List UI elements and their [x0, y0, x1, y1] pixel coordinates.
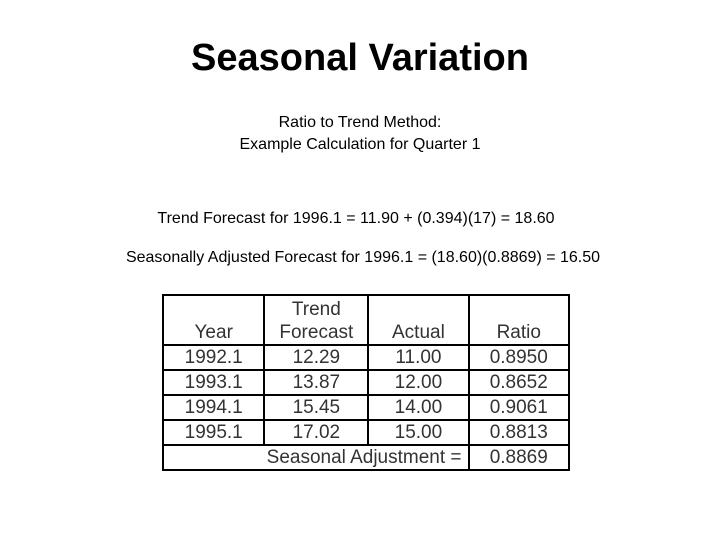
- cell-year: 1992.1: [161, 344, 266, 371]
- cell-actual: 14.00: [367, 394, 470, 421]
- cell-trend: 15.45: [263, 394, 370, 421]
- table-header-row: Year Trend Forecast Actual Ratio: [161, 294, 571, 346]
- cell-actual: 15.00: [367, 419, 470, 446]
- header-year: Year: [161, 294, 266, 346]
- subtitle-line-1: Ratio to Trend Method:: [278, 114, 442, 131]
- seasonally-adjusted-formula: Seasonally Adjusted Forecast for 1996.1 …: [125, 249, 601, 266]
- seasonal-adjustment-value: 0.8869: [467, 444, 571, 471]
- cell-ratio: 0.8652: [467, 369, 571, 396]
- table-row: 1993.1 13.87 12.00 0.8652: [161, 369, 571, 396]
- header-actual: Actual: [367, 294, 470, 346]
- table-row: 1992.1 12.29 11.00 0.8950: [161, 344, 571, 371]
- cell-actual: 11.00: [367, 344, 470, 371]
- seasonal-ratio-table: Year Trend Forecast Actual Ratio 1992.1 …: [161, 294, 571, 471]
- cell-year: 1995.1: [161, 419, 266, 446]
- cell-year: 1994.1: [161, 394, 266, 421]
- header-trend-line2: Forecast: [279, 322, 354, 343]
- cell-trend: 12.29: [263, 344, 370, 371]
- table-row: 1994.1 15.45 14.00 0.9061: [161, 394, 571, 421]
- cell-actual: 12.00: [367, 369, 470, 396]
- table-footer-row: Seasonal Adjustment = 0.8869: [162, 444, 571, 471]
- cell-ratio: 0.9061: [467, 394, 571, 421]
- header-ratio: Ratio: [467, 294, 571, 346]
- cell-ratio: 0.8813: [467, 419, 571, 446]
- subtitle-line-2: Example Calculation for Quarter 1: [239, 136, 481, 153]
- seasonal-adjustment-label: Seasonal Adjustment =: [162, 444, 470, 471]
- header-trend-forecast: Trend Forecast: [263, 294, 370, 346]
- cell-year: 1993.1: [161, 369, 266, 396]
- cell-trend: 17.02: [263, 419, 370, 446]
- trend-forecast-formula: Trend Forecast for 1996.1 = 11.90 + (0.3…: [157, 210, 555, 227]
- cell-ratio: 0.8950: [467, 344, 571, 371]
- header-trend-line1: Trend: [291, 299, 341, 320]
- table-row: 1995.1 17.02 15.00 0.8813: [161, 419, 571, 446]
- cell-trend: 13.87: [263, 369, 370, 396]
- slide-title: Seasonal Variation: [191, 37, 529, 79]
